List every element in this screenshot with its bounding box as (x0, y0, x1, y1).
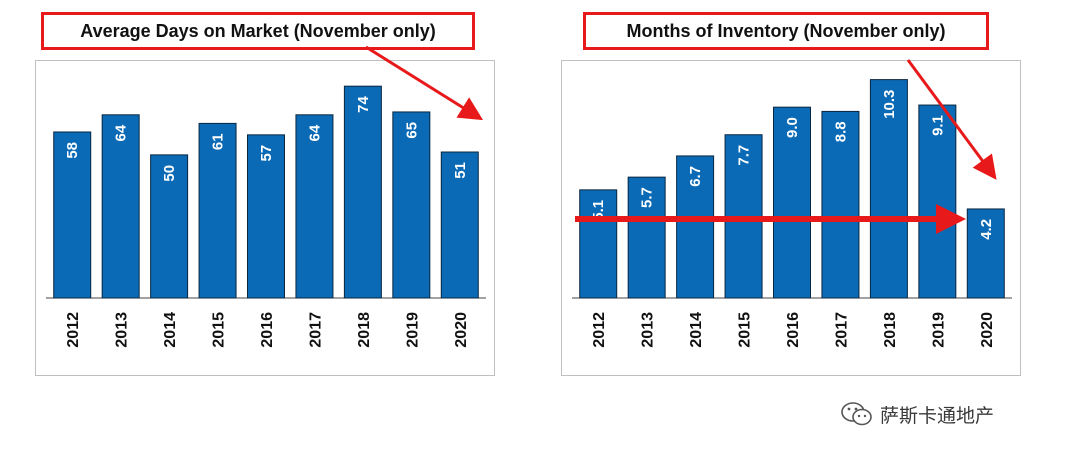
dom-tick-label-2016: 2016 (259, 312, 276, 348)
dom-value-label-2012: 58 (64, 142, 81, 159)
dom-value-label-2017: 64 (306, 124, 323, 141)
moi-bar-2020 (966, 208, 1005, 299)
moi-tick-label-2012: 2012 (591, 312, 608, 348)
moi-tick-label-2014: 2014 (688, 312, 705, 348)
moi-value-label-2014: 6.7 (687, 166, 704, 187)
moi-value-label-2013: 5.7 (639, 187, 656, 208)
dom-tick-label-2017: 2017 (307, 312, 324, 348)
moi-tick-label-2015: 2015 (737, 312, 754, 348)
chart-title-days-on-market: Average Days on Market (November only) (41, 12, 475, 50)
moi-tick-label-2018: 2018 (882, 312, 899, 348)
dom-bar-2019 (392, 111, 431, 299)
dom-value-label-2019: 65 (403, 122, 420, 139)
dom-value-label-2015: 61 (210, 133, 227, 150)
dom-value-label-2013: 64 (113, 124, 130, 141)
moi-value-label-2012: 5.1 (590, 200, 607, 221)
dom-bar-2013 (101, 114, 140, 299)
moi-bar-2013 (627, 176, 666, 299)
dom-tick-label-2012: 2012 (65, 312, 82, 348)
wechat-icon (841, 402, 872, 426)
moi-tick-label-2020: 2020 (979, 312, 996, 348)
dom-bar-2016 (247, 134, 285, 299)
dom-tick-label-2020: 2020 (453, 312, 470, 348)
dom-bar-2012 (53, 131, 92, 299)
moi-tick-label-2019: 2019 (930, 312, 947, 348)
moi-tick-label-2013: 2013 (640, 312, 657, 348)
moi-value-label-2015: 7.7 (736, 145, 753, 166)
moi-value-label-2019: 9.1 (929, 115, 946, 136)
moi-bar-2017 (821, 110, 860, 299)
dom-tick-label-2015: 2015 (211, 312, 228, 348)
dom-bar-2018 (343, 85, 382, 299)
dom-value-label-2016: 57 (258, 145, 275, 162)
chart-title-months-of-inventory: Months of Inventory (November only) (583, 12, 989, 50)
moi-bar-2014 (676, 155, 715, 299)
moi-bar-2018 (869, 79, 908, 299)
months-of-inventory-chart: 5.1 2012 5.7 2013 6.7 2014 7.7 2015 9.0 2016 8.8 20… (561, 60, 1021, 376)
moi-value-label-2016: 9.0 (784, 117, 801, 138)
days-on-market-chart: 58 2012 64 2013 50 2014 61 2015 57 2016 64 2017 74 20… (35, 60, 495, 376)
dom-tick-label-2014: 2014 (162, 312, 179, 348)
moi-value-label-2020: 4.2 (978, 219, 995, 240)
moi-bar-2012 (579, 189, 618, 299)
moi-value-label-2018: 10.3 (881, 90, 898, 119)
dom-bar-2017 (295, 114, 334, 299)
dom-bar-2014 (150, 154, 189, 299)
moi-value-label-2017: 8.8 (832, 121, 849, 142)
dom-bar-2020 (440, 151, 479, 299)
dom-tick-label-2019: 2019 (404, 312, 421, 348)
dom-tick-label-2018: 2018 (356, 312, 373, 348)
dom-tick-label-2013: 2013 (114, 312, 131, 348)
dom-bar-2015 (198, 122, 237, 299)
days-on-market-chart-svg: 58 2012 64 2013 50 2014 61 2015 57 2016 64 2017 74 20… (46, 85, 486, 348)
moi-tick-label-2017: 2017 (833, 312, 850, 348)
watermark-text: 萨斯卡通地产 (880, 404, 995, 427)
dom-value-label-2020: 51 (452, 162, 469, 179)
dom-value-label-2018: 74 (355, 96, 372, 113)
months-of-inventory-chart-svg: 5.1 2012 5.7 2013 6.7 2014 7.7 2015 9.0 2016 8.8 20… (572, 79, 1012, 348)
dom-value-label-2014: 50 (161, 165, 178, 182)
moi-tick-label-2016: 2016 (785, 312, 802, 348)
watermark: 萨斯卡通地产 (840, 398, 994, 430)
moi-bar-2016 (773, 106, 811, 299)
